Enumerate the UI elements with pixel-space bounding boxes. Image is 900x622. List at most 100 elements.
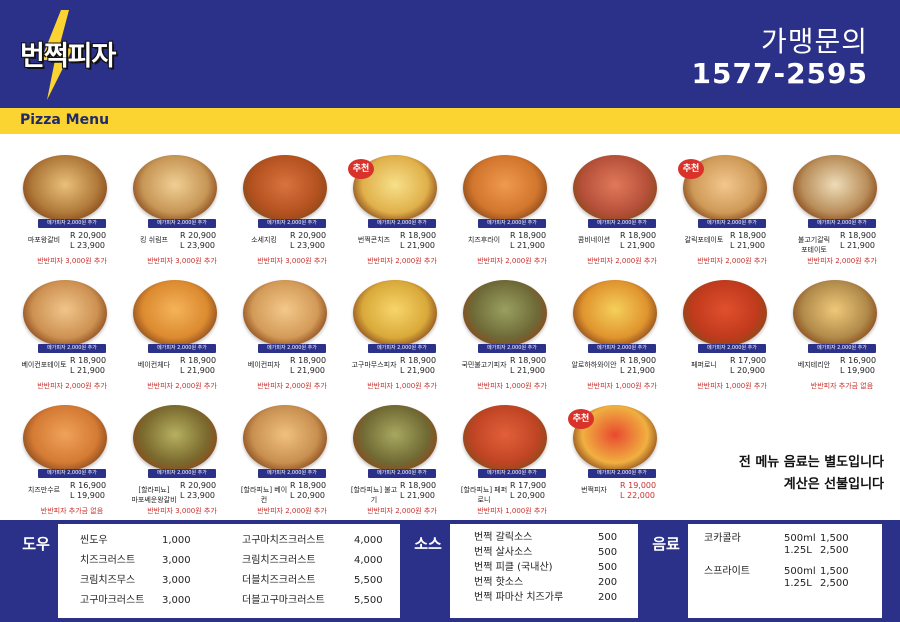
- header: 번쩍피자 가맹문의 1577-2595: [0, 0, 900, 108]
- pizza-name: 베이컨피자: [247, 361, 281, 369]
- recommended-badge: 추천: [678, 159, 704, 179]
- price-regular: R 18,900: [290, 356, 327, 365]
- sauce-option-name: 번쩍 갈릭소스: [474, 532, 533, 543]
- menu-item[interactable]: 메가피자 2,000원 추가 킹 쉬림프 R 20,900 L 23,900 반반피자 …: [128, 155, 238, 273]
- menu-item[interactable]: 메가피자 2,000원 추가 베이컨포테이토 R 18,900 L 21,900 반반피…: [18, 280, 128, 398]
- price-large: L 21,900: [70, 366, 105, 375]
- half-half-surcharge: 반반피자 2,000원 추가: [367, 507, 437, 515]
- drink-option-price: 1.25L: [784, 545, 812, 556]
- notice-line: 계산은 선불입니다: [783, 477, 884, 492]
- phone-number[interactable]: 1577-2595: [691, 57, 868, 90]
- drink-option-price: 2,500: [820, 578, 849, 589]
- menu-item[interactable]: 메가피자 2,000원 추가 콤비네이션 R 18,900 L 21,900 반반피자 …: [568, 155, 678, 273]
- half-half-surcharge: 반반피자 추가금 없음: [810, 382, 874, 390]
- recommended-badge: 추천: [568, 409, 594, 429]
- menu-item[interactable]: 메가피자 2,000원 추가 [할라피뇨] 불고기 R 18,900 L 21,900…: [348, 405, 458, 523]
- sauce-option-name: 번쩍 피클 (국내산): [474, 562, 553, 573]
- dough-option-name: 크림치즈크러스트: [242, 555, 316, 566]
- price-large: L 23,900: [70, 241, 105, 250]
- pizza-image: [243, 405, 327, 471]
- price-regular: R 19,000: [620, 481, 657, 490]
- pizza-image: [23, 405, 107, 471]
- dough-option-price: 3,000: [162, 555, 191, 566]
- menu-item[interactable]: 메가피자 2,000원 추가 베이컨피자 R 18,900 L 21,900 반반피자 …: [238, 280, 348, 398]
- menu-item[interactable]: 메가피자 2,000원 추가 소세지킹 R 20,900 L 23,900 반반피자 3…: [238, 155, 348, 273]
- mega-pizza-tag: 메가피자 2,000원 추가: [38, 344, 106, 353]
- half-half-surcharge: 반반피자 추가금 없음: [40, 507, 104, 515]
- half-half-surcharge: 반반피자 1,000원 추가: [477, 382, 547, 390]
- pizza-price: R 18,900 L 21,900: [840, 231, 896, 251]
- mega-pizza-tag: 메가피자 2,000원 추가: [368, 469, 436, 478]
- pizza-price: R 18,900 L 21,900: [400, 356, 456, 376]
- menu-item[interactable]: 메가피자 2,000원 추가 [할라피뇨] 페퍼로니 R 17,900 L 20,90…: [458, 405, 568, 523]
- menu-item[interactable]: 메가피자 2,000원 추가 [할라피뇨] 마포쎄운왕갈비 R 20,900 L 23…: [128, 405, 238, 523]
- pizza-price: R 19,000 L 22,000: [620, 481, 676, 501]
- mega-pizza-tag: 메가피자 2,000원 추가: [38, 469, 106, 478]
- half-half-surcharge: 반반피자 2,000원 추가: [257, 382, 327, 390]
- pizza-image: [353, 405, 437, 471]
- mega-pizza-tag: 메가피자 2,000원 추가: [698, 219, 766, 228]
- drink-panel: [688, 524, 882, 618]
- menu-item[interactable]: 메가피자 2,000원 추가 국민불고기피자 R 18,900 L 21,900 반반피…: [458, 280, 568, 398]
- menu-item[interactable]: 메가피자 2,000원 추가 베지테리안 R 16,900 L 19,900 반반피자 …: [788, 280, 898, 398]
- pizza-image: [463, 155, 547, 221]
- half-half-surcharge: 반반피자 3,000원 추가: [257, 257, 327, 265]
- menu-item[interactable]: 메가피자 2,000원 추가 불고기갈릭 포테이토 R 18,900 L 21,900…: [788, 155, 898, 273]
- menu-item[interactable]: 메가피자 2,000원 추가 페퍼로니 R 17,900 L 20,900 반반피자 1…: [678, 280, 788, 398]
- menu-item[interactable]: 추천 메가피자 2,000원 추가 갈릭포테이토 R 18,900 L 21,900 반반…: [678, 155, 788, 273]
- menu-item[interactable]: 메가피자 2,000원 추가 알로하하와이안 R 18,900 L 21,900 반반피…: [568, 280, 678, 398]
- pizza-name: 베지테리안: [797, 361, 831, 369]
- dough-option-name: 더블고구마크러스트: [242, 595, 325, 606]
- menu-item[interactable]: 추천 메가피자 2,000원 추가 번쩍콘치즈 R 18,900 L 21,900 반반피…: [348, 155, 458, 273]
- pizza-price: R 18,900 L 21,900: [620, 231, 676, 251]
- pizza-image: [463, 405, 547, 471]
- pizza-image: [793, 280, 877, 346]
- sauce-option-price: 200: [598, 577, 618, 588]
- menu-item[interactable]: 메가피자 2,000원 추가 고구마무스피자 R 18,900 L 21,900 반반피…: [348, 280, 458, 398]
- price-regular: R 18,900: [70, 356, 107, 365]
- menu-item[interactable]: 메가피자 2,000원 추가 마포왕갈비 R 20,900 L 23,900 반반피자 …: [18, 155, 128, 273]
- price-regular: R 18,900: [510, 231, 547, 240]
- mega-pizza-tag: 메가피자 2,000원 추가: [588, 469, 656, 478]
- menu-item[interactable]: 메가피자 2,000원 추가 치즈만수르 R 16,900 L 19,900 반반피자 …: [18, 405, 128, 523]
- price-large: L 19,900: [840, 366, 875, 375]
- mega-pizza-tag: 메가피자 2,000원 추가: [588, 219, 656, 228]
- mega-pizza-tag: 메가피자 2,000원 추가: [588, 344, 656, 353]
- price-large: L 20,900: [510, 491, 545, 500]
- dough-option-price: 4,000: [354, 555, 383, 566]
- half-half-surcharge: 반반피자 1,000원 추가: [367, 382, 437, 390]
- pizza-name: 킹 쉬림프: [140, 236, 168, 244]
- mega-pizza-tag: 메가피자 2,000원 추가: [368, 219, 436, 228]
- dough-option-price: 5,500: [354, 595, 383, 606]
- drink-option-name: 스프라이트: [704, 566, 750, 577]
- menu-item[interactable]: 메가피자 2,000원 추가 베이컨체다 R 18,900 L 21,900 반반피자 …: [128, 280, 238, 398]
- mega-pizza-tag: 메가피자 2,000원 추가: [258, 469, 326, 478]
- pizza-image: [133, 280, 217, 346]
- drink-label: 음료: [652, 535, 680, 553]
- dough-option-name: 치즈크러스트: [80, 555, 136, 566]
- sauce-panel: [450, 524, 638, 618]
- menu-item[interactable]: 메가피자 2,000원 추가 [할라피뇨] 베이컨 R 18,900 L 20,900…: [238, 405, 348, 523]
- price-regular: R 18,900: [400, 231, 437, 240]
- dough-option-name: 씬도우: [80, 535, 108, 546]
- pizza-image: [463, 280, 547, 346]
- price-large: L 21,900: [290, 366, 325, 375]
- drink-option-price: 500ml: [784, 533, 816, 544]
- mega-pizza-tag: 메가피자 2,000원 추가: [148, 219, 216, 228]
- price-large: L 19,900: [70, 491, 105, 500]
- dough-option-price: 4,000: [354, 535, 383, 546]
- price-regular: R 20,900: [180, 231, 217, 240]
- notice-line: 전 메뉴 음료는 별도입니다: [738, 455, 884, 470]
- pizza-image: [683, 280, 767, 346]
- half-half-surcharge: 반반피자 3,000원 추가: [147, 257, 217, 265]
- price-regular: R 16,900: [70, 481, 107, 490]
- price-regular: R 18,900: [840, 231, 877, 240]
- pizza-name: 번쩍피자: [581, 486, 607, 494]
- pizza-price: R 18,900 L 21,900: [70, 356, 126, 376]
- drink-option-price: 2,500: [820, 545, 849, 556]
- pizza-price: R 17,900 L 20,900: [730, 356, 786, 376]
- section-title: Pizza Menu: [20, 112, 110, 128]
- menu-item[interactable]: 메가피자 2,000원 추가 치즈후라이 R 18,900 L 21,900 반반피자 …: [458, 155, 568, 273]
